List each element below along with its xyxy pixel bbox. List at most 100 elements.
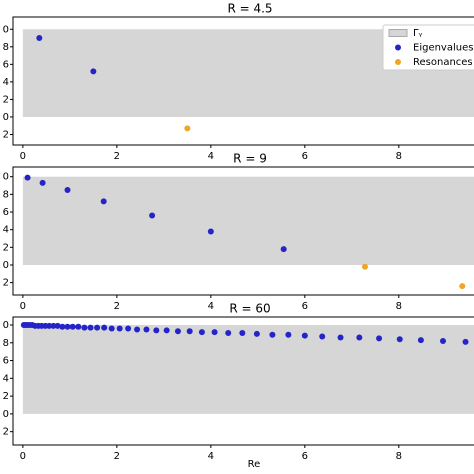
legend-label: Eigenvalues of bbox=[413, 43, 474, 54]
x-tick-label: 0 bbox=[20, 451, 26, 462]
point bbox=[46, 322, 53, 329]
x-tick-label: 2 bbox=[114, 451, 120, 462]
point bbox=[198, 329, 205, 336]
axes-frame bbox=[12, 316, 474, 446]
point bbox=[396, 336, 403, 343]
y-tick-label: 2 bbox=[3, 242, 9, 253]
point bbox=[184, 125, 191, 132]
x-tick-label: 4 bbox=[208, 151, 214, 162]
point bbox=[186, 328, 193, 335]
point bbox=[24, 174, 31, 181]
y-tick-label: 2 bbox=[3, 427, 9, 438]
axes-frame bbox=[12, 166, 474, 296]
point bbox=[50, 322, 57, 329]
point bbox=[253, 330, 260, 337]
point bbox=[225, 330, 232, 336]
point bbox=[149, 212, 156, 219]
subplot-title: R = 60 bbox=[229, 302, 270, 316]
point bbox=[280, 246, 287, 253]
point bbox=[81, 324, 88, 331]
point bbox=[100, 198, 107, 205]
point bbox=[64, 323, 71, 330]
legend-marker bbox=[395, 44, 401, 51]
x-tick-label: 4 bbox=[208, 451, 214, 462]
y-tick-label: 6 bbox=[3, 207, 9, 218]
y-tick-label: 0 bbox=[3, 260, 9, 271]
legend-label: Resonances of bbox=[413, 57, 474, 68]
x-tick-label: 2 bbox=[114, 151, 120, 162]
point bbox=[94, 324, 101, 331]
point bbox=[417, 337, 424, 344]
point bbox=[337, 334, 344, 341]
point bbox=[269, 331, 276, 338]
legend-label: Γᵧ bbox=[413, 28, 423, 39]
x-tick-label: 4 bbox=[208, 301, 214, 312]
y-tick-label: 8 bbox=[3, 338, 9, 349]
y-tick-label: 6 bbox=[3, 356, 9, 367]
point bbox=[75, 323, 82, 330]
point bbox=[90, 68, 97, 75]
x-tick-label: 6 bbox=[302, 301, 308, 312]
point bbox=[239, 330, 246, 336]
legend-marker bbox=[395, 59, 401, 65]
point bbox=[361, 263, 368, 270]
y-tick-label: 0 bbox=[3, 320, 9, 331]
point bbox=[39, 179, 46, 186]
point bbox=[59, 323, 66, 330]
y-tick-label: 2 bbox=[3, 278, 9, 289]
subplot-title: R = 4.5 bbox=[227, 2, 272, 16]
point bbox=[439, 338, 446, 344]
y-tick-label: 2 bbox=[3, 129, 9, 140]
point bbox=[319, 333, 326, 340]
y-tick-label: 8 bbox=[3, 189, 9, 200]
point bbox=[116, 325, 123, 332]
point bbox=[153, 327, 160, 334]
x-tick-label: 6 bbox=[302, 451, 308, 462]
y-tick-label: 4 bbox=[3, 77, 9, 88]
x-tick-label: 0 bbox=[20, 301, 26, 312]
region bbox=[22, 176, 474, 265]
x-tick-label: 0 bbox=[20, 151, 26, 162]
axes-frame bbox=[12, 16, 474, 146]
point bbox=[134, 326, 141, 333]
y-tick-label: 0 bbox=[3, 409, 9, 420]
region bbox=[22, 325, 474, 414]
x-tick-label: 8 bbox=[396, 301, 402, 312]
point bbox=[207, 228, 214, 235]
y-tick-label: 4 bbox=[3, 225, 9, 236]
y-tick-label: 0 bbox=[3, 172, 9, 183]
y-tick-label: 2 bbox=[3, 94, 9, 105]
point bbox=[163, 327, 170, 334]
point bbox=[108, 325, 115, 332]
x-axis-label: Re bbox=[248, 459, 261, 470]
point bbox=[301, 332, 308, 339]
point bbox=[64, 186, 71, 193]
subplot-title: R = 9 bbox=[233, 152, 267, 166]
y-tick-label: 4 bbox=[3, 373, 9, 384]
y-tick-label: 8 bbox=[3, 42, 9, 53]
point bbox=[36, 35, 43, 42]
point bbox=[69, 323, 76, 330]
y-tick-label: 0 bbox=[3, 24, 9, 35]
point bbox=[376, 335, 383, 342]
x-tick-label: 8 bbox=[396, 151, 402, 162]
y-tick-label: 2 bbox=[3, 391, 9, 402]
point bbox=[285, 331, 292, 338]
legend-swatch bbox=[388, 29, 408, 37]
point bbox=[174, 328, 181, 335]
point bbox=[462, 338, 469, 345]
point bbox=[87, 324, 94, 331]
y-tick-label: 6 bbox=[3, 59, 9, 70]
point bbox=[125, 325, 132, 332]
point bbox=[356, 334, 363, 341]
y-tick-label: 0 bbox=[3, 112, 9, 123]
x-tick-label: 6 bbox=[302, 151, 308, 162]
x-tick-label: 2 bbox=[114, 301, 120, 312]
point bbox=[54, 322, 61, 329]
point bbox=[211, 329, 218, 336]
point bbox=[143, 326, 150, 333]
x-tick-label: 8 bbox=[396, 451, 402, 462]
point bbox=[101, 324, 108, 331]
point bbox=[459, 283, 466, 290]
